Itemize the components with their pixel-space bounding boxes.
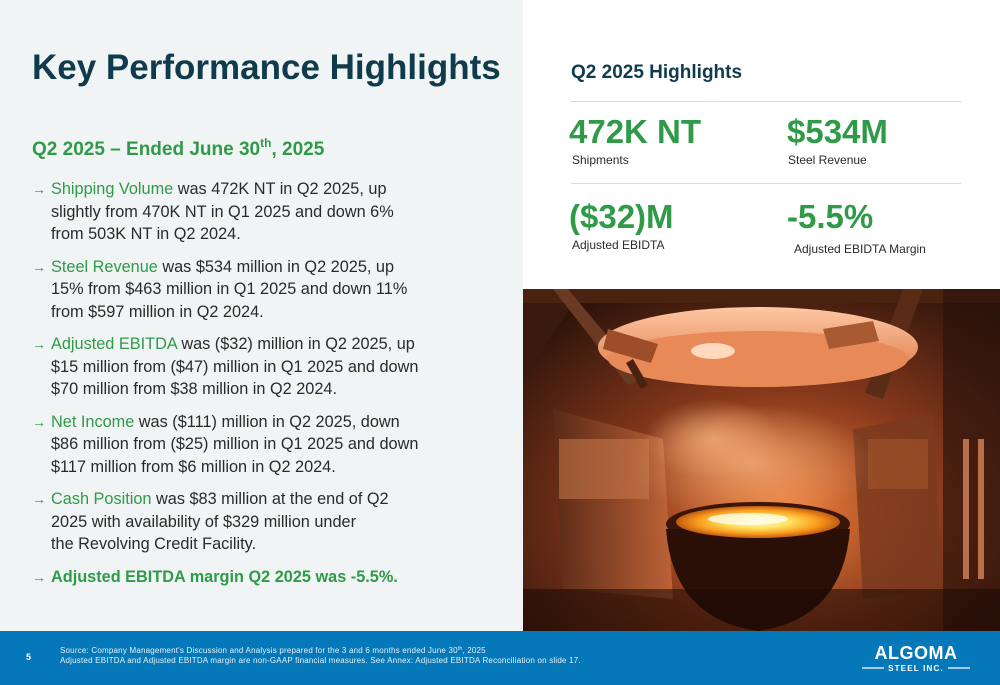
bullet-line: was 472K NT in Q2 2025, up (177, 180, 387, 198)
bullet-line: was ($111) million in Q2 2025, down (138, 412, 400, 431)
footer-source-sup: th (457, 646, 463, 652)
bullet-line: was $534 million in Q2 2025, up (162, 257, 395, 276)
metric-adjusted-ebitda-label: Adjusted EBIDTA (572, 238, 665, 252)
highlights-bullet-list: → Shipping Volume was 472K NT in Q2 2025… (32, 178, 512, 598)
bullet-line: was ($32) million in Q2 2025, up (181, 335, 415, 353)
bullet-lead: Adjusted EBITDA (51, 335, 177, 353)
metric-steel-revenue-label: Steel Revenue (788, 153, 867, 167)
divider (571, 101, 961, 102)
bullet-line: slightly from 470K NT in Q1 2025 and dow… (51, 202, 394, 221)
bullet-adjusted-ebitda: → Adjusted EBITDA was ($32) million in Q… (32, 333, 512, 401)
highlights-panel (523, 0, 1000, 289)
bullet-lead: Shipping Volume (51, 180, 174, 198)
bullet-line: was $83 million at the end of Q2 (156, 490, 389, 508)
bullet-net-income: → Net Income was ($111) million in Q2 20… (32, 411, 512, 479)
metric-adjusted-ebitda-value: ($32)M (569, 198, 674, 235)
bullet-line: $86 million from ($25) million in Q1 202… (51, 435, 419, 453)
footer-source-tail: , 2025 (462, 646, 486, 655)
arrow-right-icon: → (32, 491, 46, 507)
page-title: Key Performance Highlights (32, 48, 501, 87)
divider (571, 183, 961, 184)
bullet-line: $70 million from $38 million in Q2 2024. (51, 380, 337, 398)
left-panel (0, 0, 523, 631)
page-subtitle: Q2 2025 – Ended June 30th, 2025 (32, 136, 325, 161)
metric-shipments-value: 472K NT (569, 113, 702, 150)
arrow-right-icon: → (32, 413, 46, 430)
metric-ebitda-margin-label: Adjusted EBIDTA Margin (794, 242, 926, 256)
bullet-line: 2025 with availability of $329 million u… (51, 512, 357, 531)
highlights-title: Q2 2025 Highlights (571, 62, 743, 83)
footer-bar (0, 631, 1000, 685)
bullet-lead: Adjusted EBITDA margin Q2 2025 was -5.5%… (51, 567, 398, 586)
bullet-line: $117 million from $6 million in Q2 2024. (51, 457, 336, 476)
logo-main-text: ALGOMA (875, 643, 958, 663)
page-number: 5 (26, 652, 32, 662)
subtitle-text: Q2 2025 – Ended June 30 (32, 139, 261, 160)
subtitle-tail: , 2025 (271, 139, 325, 160)
metric-steel-revenue-value: $534M (787, 113, 888, 150)
metric-ebitda-margin-value: -5.5% (787, 198, 874, 235)
bullet-line: from $597 million in Q2 2024. (51, 302, 264, 321)
algoma-logo: ALGOMA STEEL INC. (860, 642, 972, 674)
logo-sub-text: STEEL INC. (888, 664, 944, 673)
bullet-shipping-volume: → Shipping Volume was 472K NT in Q2 2025… (32, 178, 512, 246)
bullet-line: 15% from $463 million in Q1 2025 and dow… (51, 280, 408, 298)
bullet-line: the Revolving Credit Facility. (51, 535, 257, 553)
subtitle-sup: th (260, 136, 272, 150)
footer-non-gaap-note: Adjusted EBITDA and Adjusted EBITDA marg… (60, 656, 581, 665)
bullet-steel-revenue: → Steel Revenue was $534 million in Q2 2… (32, 256, 512, 324)
bullet-lead: Cash Position (51, 490, 152, 508)
arrow-right-icon: → (32, 181, 46, 197)
bullet-line: from 503K NT in Q2 2024. (51, 225, 241, 243)
bullet-lead: Steel Revenue (51, 257, 158, 276)
steel-furnace-photo (523, 289, 1000, 631)
metric-shipments-label: Shipments (572, 153, 629, 167)
arrow-right-icon: → (32, 258, 46, 275)
bullet-line: $15 million from ($47) million in Q1 202… (51, 357, 419, 376)
arrow-right-icon: → (32, 568, 46, 585)
footer-source-note: Source: Company Management's Discussion … (60, 646, 486, 655)
footer-source-text: Source: Company Management's Discussion … (60, 646, 458, 655)
bullet-lead: Net Income (51, 412, 135, 431)
arrow-right-icon: → (32, 336, 46, 352)
bullet-cash-position: → Cash Position was $83 million at the e… (32, 488, 512, 556)
bullet-ebitda-margin: → Adjusted EBITDA margin Q2 2025 was -5.… (32, 566, 512, 589)
